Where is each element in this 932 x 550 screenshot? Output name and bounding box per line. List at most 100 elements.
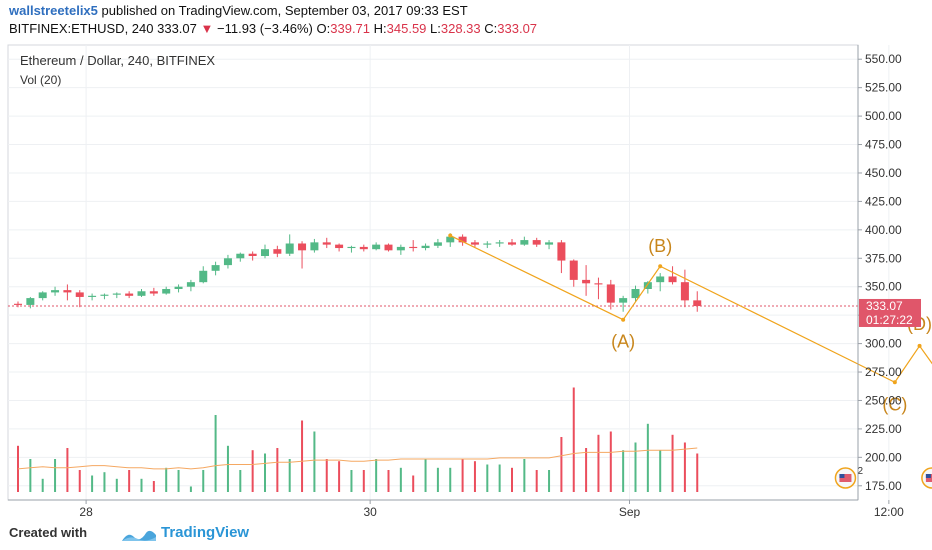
candle-body [483, 243, 492, 245]
x-tick-label: 12:00 [874, 505, 904, 518]
candle-body [112, 293, 121, 295]
candle-body [26, 298, 35, 305]
candle [458, 234, 467, 246]
y-tick-label: 350.00 [865, 280, 902, 294]
candle-body [273, 249, 282, 254]
high-value: 345.59 [386, 21, 427, 36]
event-marker: 2 [921, 467, 932, 489]
volume-bar [683, 442, 686, 492]
candle [384, 243, 393, 252]
y-tick-label: 300.00 [865, 337, 902, 351]
y-tick-label: 175.00 [865, 479, 902, 493]
candle-body [162, 288, 171, 294]
candle [63, 284, 72, 301]
volume-legend: Vol (20) [20, 73, 61, 87]
marker-count: 2 [857, 466, 863, 477]
volume-bar [239, 470, 242, 492]
candle-body [470, 242, 479, 245]
volume-bar [622, 450, 625, 492]
candle [100, 293, 109, 300]
volume-bar [535, 470, 538, 492]
volume-bar [165, 467, 168, 492]
volume-bar [597, 434, 600, 492]
candle [236, 252, 245, 262]
volume-bar [103, 472, 106, 492]
candle [557, 240, 566, 274]
volume-bar [115, 478, 118, 492]
volume-bar [91, 475, 94, 492]
candle-body [137, 291, 146, 296]
candle [409, 240, 418, 252]
candle [137, 288, 146, 297]
candle-body [396, 246, 405, 251]
candle-body [100, 294, 109, 296]
candle-body [532, 240, 541, 245]
price-chart[interactable]: (A)(B)(C)(D)(E) 223 Ethereum / Dollar, 2… [0, 40, 932, 518]
volume-bar [276, 448, 279, 492]
footer: Created with TradingView [0, 518, 932, 550]
tradingview-brand[interactable]: TradingView [161, 524, 250, 541]
elliott-wave-drawing[interactable]: (A)(B)(C)(D)(E) [448, 233, 932, 461]
wave-point [621, 317, 626, 322]
volume-bar [461, 459, 464, 492]
candle-body [594, 283, 603, 285]
volume-bar [338, 461, 341, 492]
candle [248, 251, 257, 261]
y-tick-label: 500.00 [865, 109, 902, 123]
candle-body [693, 300, 702, 307]
candle-body [582, 279, 591, 284]
candle [680, 269, 689, 308]
candle [149, 287, 158, 296]
candle [88, 293, 97, 301]
candle [298, 241, 307, 269]
x-tick-label: 30 [363, 505, 377, 518]
candle [285, 234, 294, 257]
candle [359, 244, 368, 252]
symbol-line: BITFINEX:ETHUSD, 240 333.07 ▼ −11.93 (−3… [9, 21, 537, 36]
volume-bar [202, 470, 205, 492]
wave-point [892, 380, 897, 385]
volume-bar [436, 467, 439, 492]
price-axis[interactable]: 175.00200.00225.00250.00275.00300.00325.… [858, 52, 902, 493]
wave-point [448, 233, 453, 238]
x-tick-label: 28 [79, 505, 93, 518]
volume-bar [362, 470, 365, 492]
candle-body [149, 291, 158, 294]
candle [396, 244, 405, 255]
candle-body [619, 298, 628, 303]
created-with-label: Created with [9, 525, 88, 540]
candle-body [174, 286, 183, 289]
publish-line: wallstreetelix5 published on TradingView… [9, 3, 468, 18]
volume-bar [424, 459, 427, 492]
volume-bar [671, 434, 674, 492]
candle-body [75, 292, 84, 297]
candle [470, 240, 479, 247]
candle-body [298, 243, 307, 251]
candle [631, 285, 640, 302]
candle-body [211, 265, 220, 271]
volume-bar [301, 420, 304, 492]
close-label: C: [484, 21, 498, 36]
candle [125, 291, 134, 299]
volume-bar [399, 467, 402, 492]
y-tick-label: 450.00 [865, 166, 902, 180]
candles [14, 233, 702, 312]
candle [668, 266, 677, 285]
flag-icon [839, 474, 852, 482]
candle-body [631, 288, 640, 299]
candle [261, 244, 269, 259]
y-tick-label: 475.00 [865, 138, 902, 152]
volume-bar [646, 423, 649, 492]
volume-bar [140, 478, 143, 492]
candle-body [545, 242, 554, 245]
low-value: 328.33 [440, 21, 481, 36]
event-marker: 2 [834, 466, 863, 489]
candle-body [14, 303, 22, 305]
volume-bar [128, 470, 131, 492]
candle-body [372, 244, 381, 250]
candle-body [38, 292, 47, 299]
volume-bar [696, 453, 699, 492]
author-link[interactable]: wallstreetelix5 [9, 3, 98, 18]
volume-bar [609, 431, 612, 492]
